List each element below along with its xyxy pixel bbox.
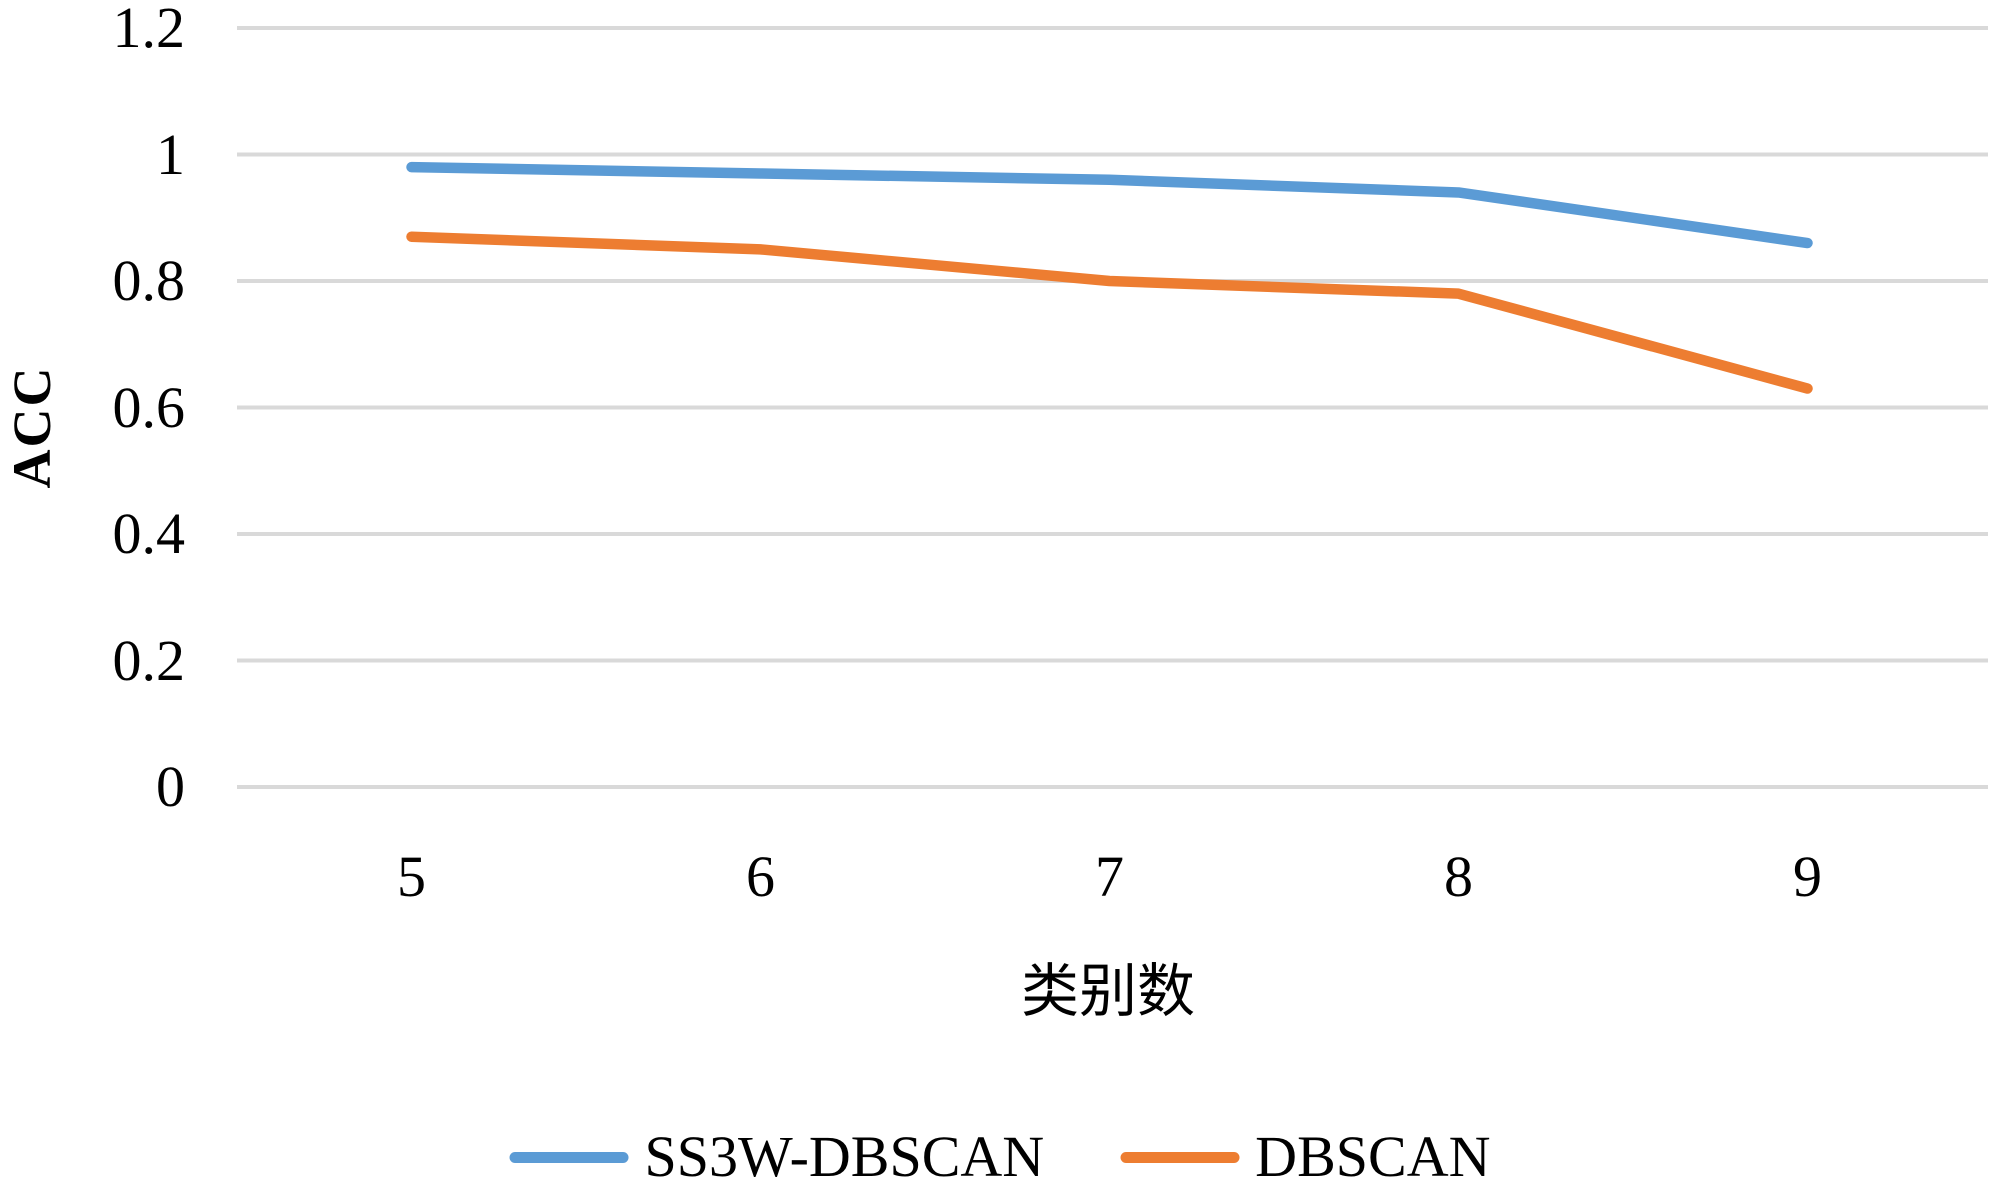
y-tick-label: 0 (156, 754, 185, 819)
legend-item-dbscan: DBSCAN (1120, 1124, 1490, 1190)
y-tick-label: 1 (156, 121, 185, 187)
y-tick-label: 0.4 (112, 501, 186, 566)
legend-label: DBSCAN (1255, 1124, 1491, 1189)
x-tick-label: 7 (1095, 844, 1124, 909)
y-tick-label: 0.2 (112, 627, 186, 693)
series-line-ss3w-dbscan (406, 161, 1813, 249)
legend-item-ss3w-dbscan: SS3W-DBSCAN (509, 1124, 1045, 1190)
legend-line-swatch (509, 1151, 629, 1163)
x-axis-title: 类别数 (1020, 957, 1195, 1025)
chart-legend: SS3W-DBSCAN DBSCAN (509, 1124, 1490, 1190)
y-tick-label: 0.8 (112, 248, 186, 313)
x-tick-label: 8 (1444, 844, 1473, 909)
series-line-dbscan (406, 231, 1813, 394)
x-tick-label: 6 (746, 844, 775, 909)
y-tick-label: 0.6 (112, 374, 186, 440)
legend-label: SS3W-DBSCAN (644, 1124, 1045, 1189)
x-tick-label: 5 (397, 844, 426, 909)
x-tick-label: 9 (1793, 844, 1822, 909)
legend-line-swatch (1120, 1151, 1240, 1163)
y-tick-label: 1.2 (112, 0, 186, 60)
